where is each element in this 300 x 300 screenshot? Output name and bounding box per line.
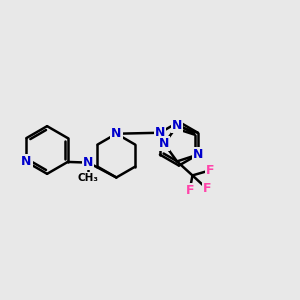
Text: CH₃: CH₃ (78, 173, 99, 183)
Text: N: N (159, 137, 169, 150)
Text: N: N (21, 155, 32, 168)
Text: N: N (193, 148, 203, 161)
Text: N: N (172, 119, 182, 133)
Text: N: N (111, 127, 122, 140)
Text: F: F (206, 164, 214, 177)
Text: N: N (155, 126, 165, 139)
Text: N: N (83, 156, 94, 169)
Text: F: F (203, 182, 211, 195)
Text: F: F (185, 184, 194, 197)
